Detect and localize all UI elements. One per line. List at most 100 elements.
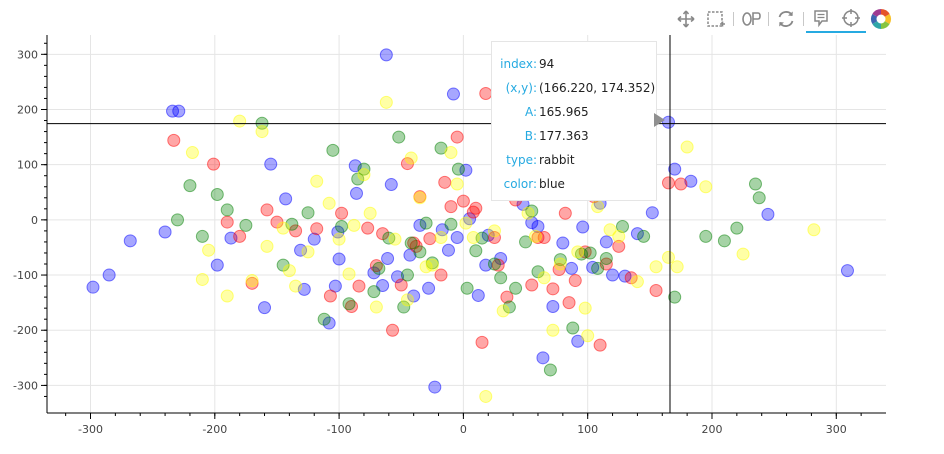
scatter-point[interactable] [397,300,411,314]
scatter-point[interactable] [310,222,324,236]
wheel-zoom-tool[interactable] [736,6,766,32]
scatter-point[interactable] [565,261,579,275]
scatter-point[interactable] [307,232,321,246]
scatter-point[interactable] [699,229,713,243]
scatter-point[interactable] [392,130,406,144]
scatter-point[interactable] [183,179,197,193]
scatter-point[interactable] [372,261,386,275]
scatter-point[interactable] [210,258,224,272]
scatter-point[interactable] [558,206,572,220]
scatter-point[interactable] [158,225,172,239]
scatter-point[interactable] [342,267,356,281]
scatter-point[interactable] [730,221,744,235]
scatter-point[interactable] [471,288,485,302]
scatter-point[interactable] [276,221,290,235]
scatter-point[interactable] [487,224,501,238]
scatter-point[interactable] [404,236,418,250]
scatter-point[interactable] [349,186,363,200]
scatter-point[interactable] [413,245,427,259]
hover-tool[interactable] [806,5,836,33]
scatter-point[interactable] [352,279,366,293]
scatter-point[interactable] [220,203,234,217]
scatter-point[interactable] [500,290,514,304]
scatter-point[interactable] [479,86,493,100]
box-zoom-tool[interactable] [701,6,731,32]
scatter-point[interactable] [661,250,675,264]
scatter-point[interactable] [680,140,694,154]
scatter-point[interactable] [434,268,448,282]
scatter-point[interactable] [525,204,539,218]
scatter-point[interactable] [391,270,405,284]
scatter-point[interactable] [630,275,644,289]
scatter-point[interactable] [167,133,181,147]
scatter-point[interactable] [450,231,464,245]
scatter-point[interactable] [172,104,186,118]
scatter-point[interactable] [603,223,617,237]
scatter-point[interactable] [171,213,185,227]
scatter-point[interactable] [210,187,224,201]
scatter-point[interactable] [404,151,418,165]
scatter-point[interactable] [123,234,137,248]
scatter-point[interactable] [335,206,349,220]
scatter-point[interactable] [441,243,455,257]
scatter-point[interactable] [752,191,766,205]
scatter-point[interactable] [649,260,663,274]
scatter-point[interactable] [363,206,377,220]
scatter-point[interactable] [546,299,560,313]
scatter-point[interactable] [502,300,516,314]
scatter-point[interactable] [367,266,381,280]
scatter-point[interactable] [553,257,567,271]
scatter-point[interactable] [459,216,473,230]
scatter-point[interactable] [624,271,638,285]
scatter-point[interactable] [444,217,458,231]
scatter-point[interactable] [260,239,274,253]
scatter-point[interactable] [566,321,580,335]
scatter-point[interactable] [425,258,439,272]
scatter-point[interactable] [289,279,303,293]
scatter-point[interactable] [637,229,651,243]
scatter-point[interactable] [202,243,216,257]
scatter-point[interactable] [583,246,597,260]
scatter-point[interactable] [748,177,762,191]
scatter-point[interactable] [357,168,371,182]
scatter-point[interactable] [586,260,600,274]
scatter-point[interactable] [434,231,448,245]
scatter-point[interactable] [536,351,550,365]
scatter-point[interactable] [571,245,585,259]
scatter-point[interactable] [386,323,400,337]
scatter-point[interactable] [593,338,607,352]
scatter-point[interactable] [326,143,340,157]
scatter-point[interactable] [86,280,100,294]
scatter-point[interactable] [578,301,592,315]
scatter-point[interactable] [332,232,346,246]
scatter-point[interactable] [323,289,337,303]
scatter-point[interactable] [233,114,247,128]
scatter-point[interactable] [301,206,315,220]
scatter-point[interactable] [428,380,442,394]
scatter-point[interactable] [761,207,775,221]
scatter-point[interactable] [568,274,582,288]
scatter-point[interactable] [469,201,483,215]
scatter-point[interactable] [438,175,452,189]
scatter-point[interactable] [342,297,356,311]
scatter-point[interactable] [615,219,629,233]
scatter-point[interactable] [102,268,116,282]
scatter-point[interactable] [451,162,465,176]
scatter-point[interactable] [840,264,854,278]
scatter-point[interactable] [546,323,560,337]
scatter-point[interactable] [684,174,698,188]
scatter-point[interactable] [379,95,393,109]
scatter-point[interactable] [612,239,626,253]
scatter-point[interactable] [369,300,383,314]
pan-tool[interactable] [671,6,701,32]
scatter-point[interactable] [661,176,675,190]
scatter-point[interactable] [264,157,278,171]
scatter-point[interactable] [578,245,592,259]
scatter-point[interactable] [446,87,460,101]
reset-tool[interactable] [771,6,801,32]
scatter-point[interactable] [195,272,209,286]
scatter-point[interactable] [599,251,613,265]
scatter-point[interactable] [245,274,259,288]
scatter-point[interactable] [699,180,713,194]
